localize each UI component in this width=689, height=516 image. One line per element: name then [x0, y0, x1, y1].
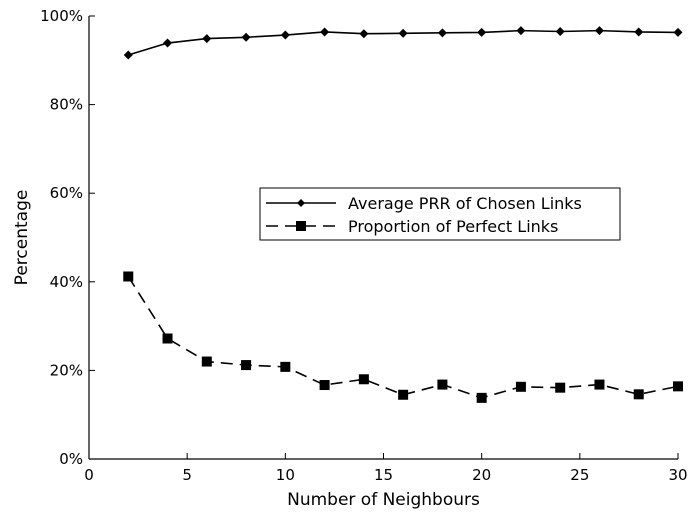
- perfect-links-point: [398, 389, 409, 400]
- y-tick-label: 80%: [50, 96, 83, 114]
- perfect-links-point: [201, 356, 212, 367]
- prr-point: [163, 38, 173, 48]
- x-axis-label: Number of Neighbours: [287, 490, 480, 510]
- y-axis-label: Percentage: [12, 190, 32, 286]
- y-tick-label: 40%: [50, 273, 83, 291]
- x-axis-ticks: 0 5 10 15 20 25 30: [84, 453, 688, 484]
- plot-area: 0 5 10 15 20 25 30 0% 20% 40% 60% 80% 100%: [40, 7, 687, 484]
- prr-point: [594, 26, 604, 36]
- legend-label-prr: Average PRR of Chosen Links: [348, 194, 582, 213]
- legend-diamond-marker: [297, 199, 305, 207]
- series-layer: [123, 26, 683, 403]
- y-tick-label: 0%: [59, 450, 83, 468]
- perfect-links-point: [280, 361, 291, 372]
- y-axis-ticks: 0% 20% 40% 60% 80% 100%: [40, 7, 95, 468]
- perfect-links-point: [555, 382, 566, 393]
- perfect-links-point: [123, 271, 134, 282]
- perfect-links-point: [358, 374, 369, 385]
- perfect-links-point: [673, 381, 683, 392]
- perfect-links-point: [437, 379, 448, 390]
- x-tick-label: 5: [182, 466, 192, 484]
- perfect-links-point: [162, 333, 173, 344]
- perfect-links-point: [594, 379, 605, 390]
- perfect-links-point: [476, 392, 487, 403]
- x-tick-label: 0: [84, 466, 94, 484]
- legend: Average PRR of Chosen Links Proportion o…: [259, 187, 621, 241]
- legend-square-marker: [296, 221, 306, 231]
- perfect-links-point: [319, 380, 330, 391]
- prr-point: [280, 30, 290, 40]
- prr-point: [123, 50, 133, 60]
- y-tick-label: 100%: [40, 7, 83, 25]
- perfect-links-point: [633, 389, 644, 400]
- x-tick-label: 25: [570, 466, 589, 484]
- y-tick-label: 20%: [50, 361, 83, 379]
- prr-point: [202, 34, 212, 44]
- x-tick-label: 15: [374, 466, 393, 484]
- prr-point: [516, 26, 526, 36]
- x-tick-label: 20: [472, 466, 491, 484]
- prr-point: [398, 28, 408, 38]
- prr-point: [241, 32, 251, 42]
- legend-box: [259, 187, 621, 241]
- prr-point: [634, 27, 644, 37]
- prr-point: [359, 29, 369, 39]
- x-tick-label: 30: [668, 466, 687, 484]
- prr-point: [477, 27, 487, 37]
- legend-label-perfect: Proportion of Perfect Links: [348, 217, 558, 236]
- prr-point: [437, 28, 447, 38]
- perfect-links-point: [241, 360, 252, 371]
- y-tick-label: 60%: [50, 184, 83, 202]
- x-tick-label: 10: [276, 466, 295, 484]
- prr-point: [673, 27, 683, 37]
- perfect-links-point: [515, 381, 526, 392]
- prr-point: [555, 27, 565, 37]
- prr-point: [320, 27, 330, 37]
